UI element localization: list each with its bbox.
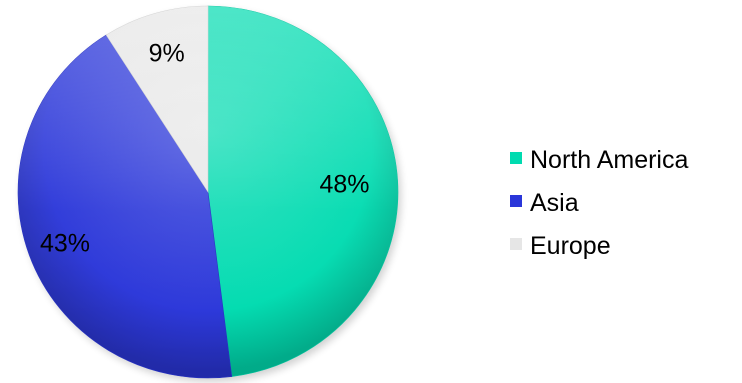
data-label-europe: 9% (149, 40, 185, 68)
pie-highlight (18, 6, 398, 378)
pie-data-labels: 48% 43% 9% (40, 40, 370, 258)
legend-swatch-europe (510, 238, 522, 250)
data-label-north-america: 48% (319, 171, 369, 199)
data-label-asia: 43% (40, 229, 90, 257)
legend: North America Asia Europe (510, 146, 688, 260)
legend-swatch-asia (510, 195, 522, 207)
legend-label-europe: Europe (530, 232, 611, 260)
legend-label-asia: Asia (530, 189, 579, 217)
pie-gloss (18, 6, 398, 378)
legend-label-north-america: North America (530, 146, 688, 174)
legend-swatch-north-america (510, 152, 522, 164)
